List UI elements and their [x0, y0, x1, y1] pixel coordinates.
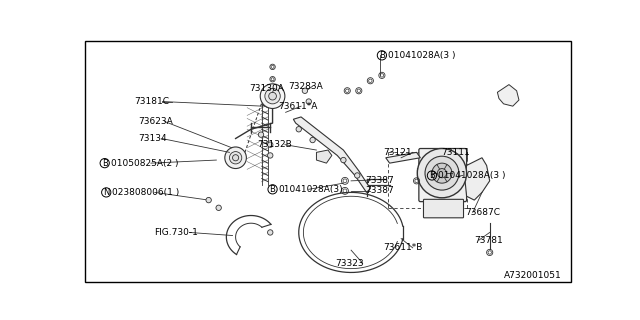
Text: 01041028A(3 ): 01041028A(3 )	[438, 171, 506, 180]
Text: B: B	[429, 171, 435, 180]
Text: A732001051: A732001051	[504, 271, 561, 280]
Text: 73323: 73323	[336, 259, 364, 268]
Circle shape	[232, 155, 239, 161]
Polygon shape	[293, 117, 371, 192]
Text: 01050825A(2 ): 01050825A(2 )	[111, 159, 179, 168]
Text: 01041028A(3): 01041028A(3)	[279, 185, 343, 194]
Text: FIG.730-1: FIG.730-1	[154, 228, 198, 237]
Circle shape	[269, 92, 276, 100]
Text: 73111: 73111	[441, 148, 470, 157]
Circle shape	[216, 205, 221, 211]
FancyBboxPatch shape	[419, 148, 467, 202]
Polygon shape	[497, 84, 519, 106]
Circle shape	[306, 99, 312, 104]
Text: 73181C: 73181C	[134, 97, 169, 106]
Text: B: B	[102, 159, 108, 168]
Text: B: B	[269, 185, 275, 194]
Text: 01041028A(3 ): 01041028A(3 )	[388, 51, 456, 60]
Text: 73687C: 73687C	[465, 208, 500, 217]
Text: 73132B: 73132B	[257, 140, 292, 149]
Text: 73387: 73387	[365, 186, 394, 195]
Circle shape	[265, 88, 280, 104]
Circle shape	[296, 127, 301, 132]
Text: 73781: 73781	[474, 236, 503, 245]
Text: B: B	[379, 51, 385, 60]
Text: N: N	[103, 188, 109, 197]
Text: 73623A: 73623A	[139, 117, 173, 126]
Circle shape	[310, 137, 316, 143]
Text: 73130A: 73130A	[250, 84, 284, 93]
Circle shape	[432, 163, 452, 183]
Text: 73283A: 73283A	[288, 82, 323, 91]
Text: 023808006(1 ): 023808006(1 )	[113, 188, 180, 197]
Circle shape	[206, 197, 211, 203]
Circle shape	[302, 88, 308, 93]
Text: 73611*A: 73611*A	[278, 102, 317, 111]
Text: 73134: 73134	[139, 134, 167, 143]
Circle shape	[340, 157, 346, 163]
FancyBboxPatch shape	[424, 199, 463, 218]
Circle shape	[225, 147, 246, 169]
Circle shape	[230, 152, 242, 164]
Polygon shape	[316, 150, 332, 163]
Circle shape	[260, 84, 285, 108]
Circle shape	[417, 148, 467, 198]
Circle shape	[268, 153, 273, 158]
Polygon shape	[465, 158, 490, 200]
Circle shape	[268, 142, 273, 147]
Circle shape	[268, 230, 273, 235]
Text: 73121: 73121	[383, 148, 412, 157]
Text: 73611*B: 73611*B	[383, 243, 423, 252]
Circle shape	[355, 173, 360, 178]
Circle shape	[437, 169, 447, 178]
Text: 73387: 73387	[365, 176, 394, 185]
Circle shape	[425, 156, 459, 190]
Polygon shape	[386, 152, 420, 163]
Circle shape	[259, 132, 264, 137]
